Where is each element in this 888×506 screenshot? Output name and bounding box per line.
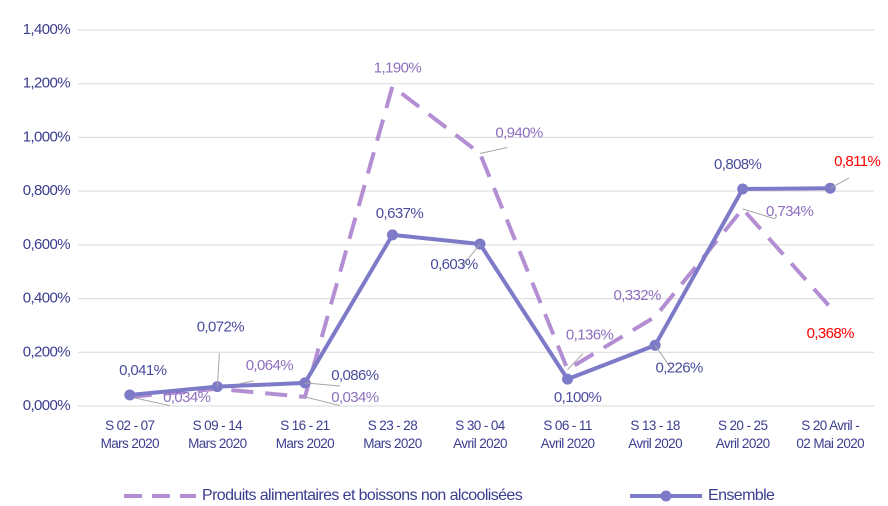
y-tick-label: 0,200% — [23, 343, 71, 360]
x-tick-label-line: Avril 2020 — [628, 436, 682, 451]
x-tick-label-line: S 16 - 21 — [280, 418, 329, 433]
data-label: 0,064% — [246, 357, 294, 374]
leader-line — [654, 345, 673, 370]
legend-label: Produits alimentaires et boissons non al… — [202, 487, 523, 504]
y-tick-label: 1,000% — [23, 128, 71, 145]
data-label: 0,226% — [655, 359, 703, 376]
data-label: 0,637% — [376, 205, 424, 222]
y-tick-label: 0,800% — [23, 182, 71, 199]
x-tick-label-line: S 13 - 18 — [630, 418, 679, 433]
data-label: 0,100% — [554, 389, 602, 406]
legend-label: Ensemble — [708, 487, 775, 504]
data-label: 0,368% — [807, 325, 855, 342]
x-tick-label-line: Mars 2020 — [101, 436, 159, 451]
data-label: 0,034% — [163, 389, 211, 406]
data-label: 0,086% — [331, 367, 379, 384]
x-tick-label-line: S 30 - 04 — [455, 418, 505, 433]
data-label: 0,603% — [430, 256, 478, 273]
data-label: 0,041% — [119, 362, 167, 379]
leader-line — [129, 396, 170, 407]
data-label: 0,940% — [495, 125, 543, 142]
x-tick-label-line: S 23 - 28 — [368, 418, 417, 433]
x-tick-label-line: S 20 - 25 — [718, 418, 767, 433]
data-label: 0,136% — [566, 326, 614, 343]
leader-line — [567, 353, 584, 370]
leader-line — [304, 382, 340, 387]
x-tick-label: S 20 - 25 Avril 2020 — [716, 418, 770, 451]
data-label: 0,072% — [197, 319, 245, 336]
y-tick-label: 0,000% — [23, 397, 71, 414]
x-tick-label: S 30 - 04 Avril 2020 — [453, 418, 507, 451]
data-label: 0,734% — [766, 203, 814, 220]
x-tick-label: S 02 - 07 Mars 2020 — [101, 418, 159, 451]
x-tick-label-line: S 09 - 14 — [193, 418, 243, 433]
y-tick-label: 1,200% — [23, 75, 71, 92]
leader-line — [742, 208, 776, 220]
x-tick-label-line: Mars 2020 — [363, 436, 421, 451]
x-tick-label: S 13 - 18 Avril 2020 — [628, 418, 682, 451]
leader-line — [479, 147, 508, 155]
y-tick-label: 1,400% — [23, 21, 71, 38]
leader-line — [461, 243, 481, 268]
x-tick-label: S 06 - 11 Avril 2020 — [541, 418, 595, 451]
x-tick-label-line: Mars 2020 — [188, 436, 246, 451]
y-tick-label: 0,400% — [23, 290, 71, 307]
legend-marker — [660, 490, 672, 502]
x-tick-label-line: Avril 2020 — [453, 436, 507, 451]
point-marker — [386, 229, 398, 241]
x-tick-label: S 20 Avril - 02 Mai 2020 — [796, 418, 864, 451]
point-marker — [562, 373, 574, 385]
leader-line — [216, 353, 220, 387]
data-label: 0,034% — [331, 389, 379, 406]
x-tick-label-line: Avril 2020 — [716, 436, 770, 451]
data-label: 0,332% — [613, 287, 661, 304]
data-label: 0,808% — [714, 156, 762, 173]
data-label: 1,190% — [374, 59, 422, 76]
x-tick-label-line: Avril 2020 — [541, 436, 595, 451]
x-tick-label-line: S 02 - 07 — [105, 418, 154, 433]
x-tick-label: S 16 - 21 Mars 2020 — [276, 418, 334, 451]
x-tick-label: S 23 - 28 Mars 2020 — [363, 418, 421, 451]
leader-line — [304, 396, 341, 407]
x-tick-label-line: S 20 Avril - — [801, 418, 859, 433]
point-marker — [737, 183, 749, 195]
x-tick-label-line: S 06 - 11 — [543, 418, 591, 433]
point-marker — [124, 389, 136, 401]
y-tick-label: 0,600% — [23, 236, 71, 253]
x-tick-label-line: 02 Mai 2020 — [796, 436, 864, 451]
x-tick-label: S 09 - 14 Mars 2020 — [188, 418, 246, 451]
leader-line — [829, 177, 850, 189]
x-tick-label-line: Mars 2020 — [276, 436, 334, 451]
data-label: 0,811% — [834, 153, 880, 170]
